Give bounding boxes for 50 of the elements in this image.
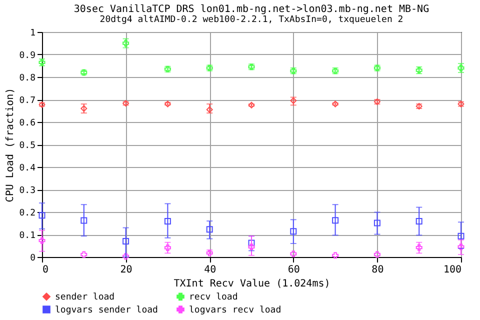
- point: [80, 217, 88, 224]
- x-tick-label: 80: [372, 264, 384, 276]
- y-axis-title: CPU Load (fraction): [5, 88, 16, 202]
- point: [164, 244, 171, 252]
- x-tick-label: 0: [42, 264, 49, 276]
- point: [458, 232, 464, 240]
- legend-label: logvars recv load: [189, 306, 282, 316]
- point: [416, 218, 422, 224]
- point: [374, 251, 380, 258]
- point: [248, 102, 255, 108]
- point: [122, 40, 130, 46]
- x-tick-label: 60: [288, 264, 300, 276]
- y-tick-label: 0.3: [19, 186, 36, 196]
- x-axis-title: TXInt Recv Value (1.024ms): [174, 278, 330, 290]
- point: [206, 226, 213, 233]
- y-tick-label: 0.7: [19, 96, 36, 106]
- y-tick-label: 0.8: [19, 74, 36, 84]
- y-tick-label: 0.4: [19, 164, 36, 174]
- x-tick-label: 100: [443, 264, 462, 276]
- point: [416, 244, 422, 251]
- y-tick-label: 1: [30, 28, 36, 38]
- point: [290, 97, 297, 104]
- point: [332, 217, 339, 224]
- point: [248, 240, 255, 246]
- y-tick-label: 0.6: [19, 118, 36, 128]
- point: [374, 220, 380, 226]
- chart-title: 30sec VanillaTCP DRS lon01.mb-ng.net->lon03.mb-ng.net MB-NG: [74, 4, 430, 15]
- x-tick-label: 20: [120, 264, 132, 276]
- point: [80, 251, 88, 258]
- point: [290, 228, 297, 235]
- point: [164, 218, 171, 224]
- x-tick-label: 40: [204, 264, 216, 276]
- y-tick-label: 0.5: [19, 141, 36, 151]
- point: [38, 237, 46, 244]
- point: [206, 106, 213, 113]
- legend-label: logvars sender load: [55, 306, 158, 316]
- y-tick-label: 0.9: [19, 51, 36, 61]
- point: [248, 244, 255, 250]
- y-tick-label: 0.1: [19, 231, 36, 241]
- y-tick-label: 0.2: [19, 208, 36, 218]
- legend-label: recv load: [189, 292, 238, 303]
- point: [458, 244, 464, 250]
- point: [38, 212, 46, 219]
- y-tick-label: 0: [30, 254, 36, 264]
- chart-subtitle: 20dtg4 altAIMD-0.2 web100-2.2.1, TxAbsIn=0, txqueuelen 2: [100, 15, 404, 25]
- point: [332, 252, 339, 259]
- point: [290, 250, 297, 258]
- legend-label: sender load: [55, 292, 115, 303]
- point: [122, 253, 130, 260]
- point: [122, 238, 130, 244]
